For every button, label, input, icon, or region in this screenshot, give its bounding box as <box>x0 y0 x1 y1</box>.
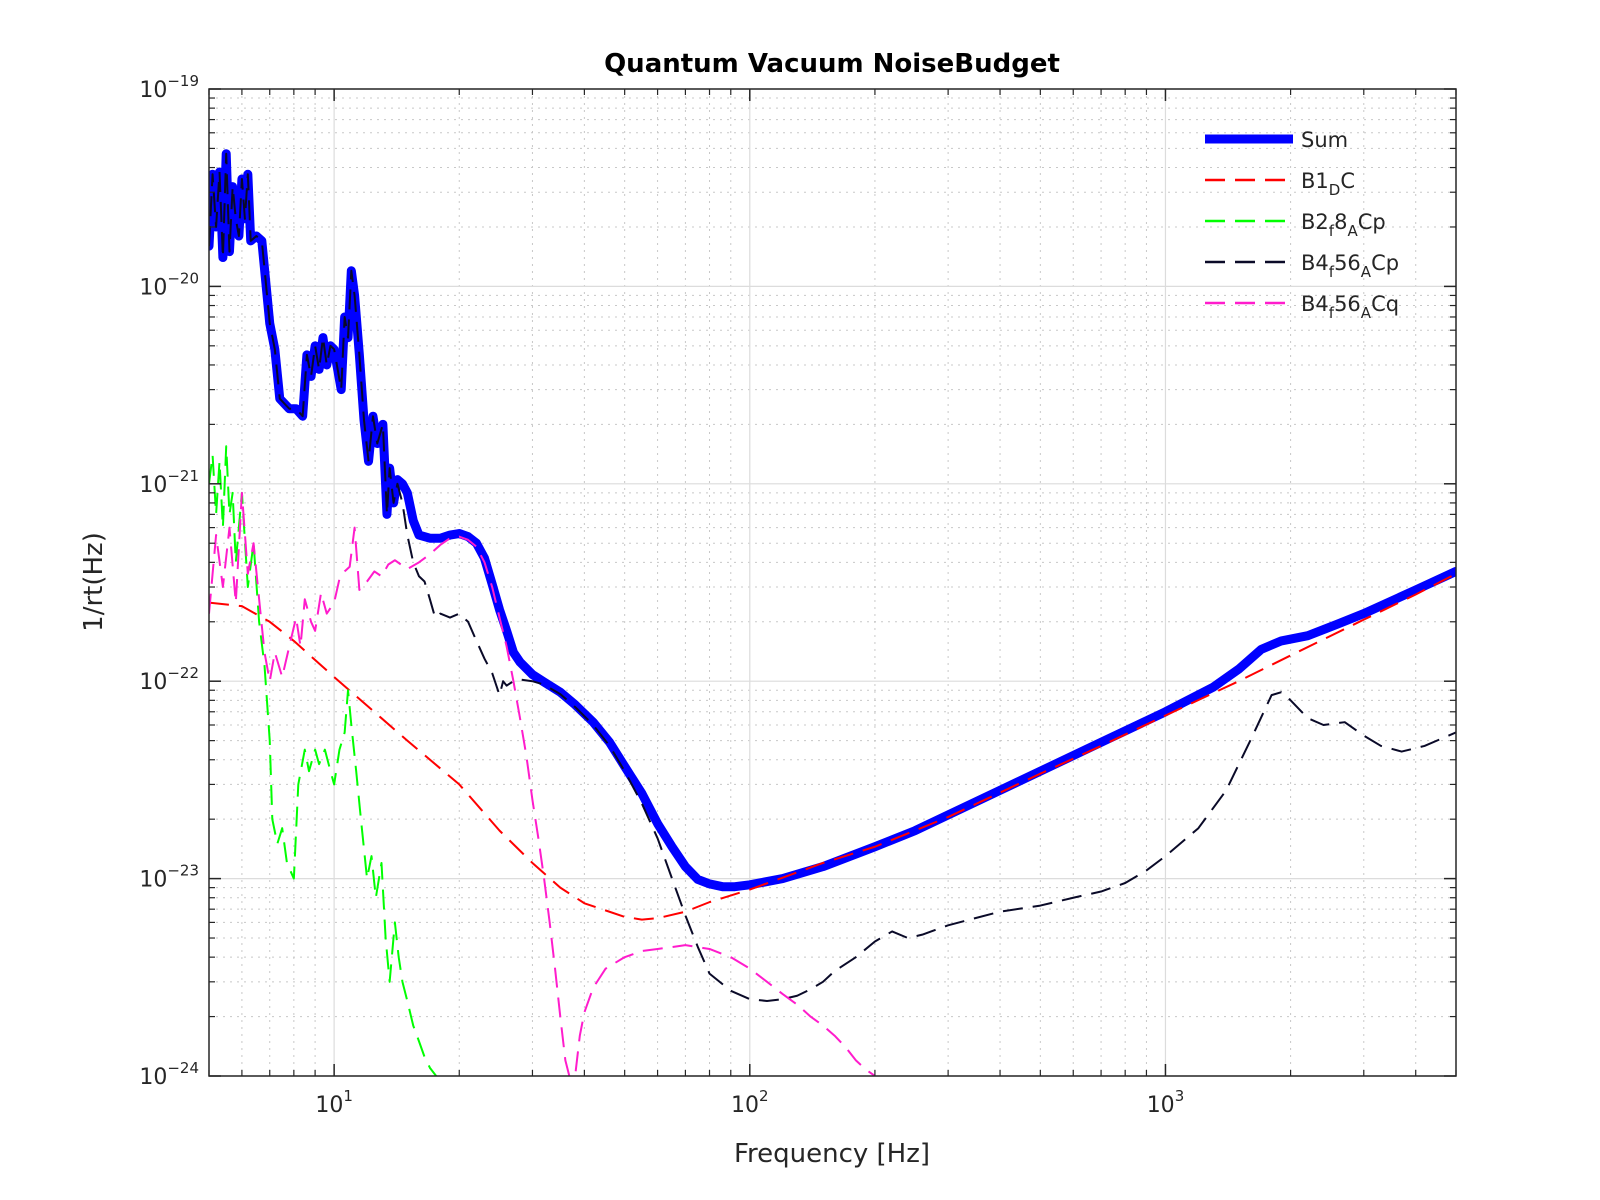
x-tick-label: 103 <box>1147 1087 1185 1118</box>
y-tick-labels: 10−24 10−23 10−22 10−21 10−20 10−19 <box>139 72 199 1090</box>
minor-grid <box>208 89 1457 1076</box>
legend: Sum B1DC B2f8ACp B4f56ACp B4f56ACq <box>1205 128 1399 322</box>
legend-label-2: B1DC <box>1301 169 1355 199</box>
plot-frame <box>208 88 1457 1077</box>
series-line-3 <box>209 445 437 1076</box>
x-axis-title: Frequency [Hz] <box>734 1139 930 1169</box>
legend-label-3: B2f8ACp <box>1301 210 1386 240</box>
series-line-2 <box>209 572 1456 921</box>
y-tick-label: 10−22 <box>139 664 199 695</box>
legend-label-4: B4f56ACp <box>1301 251 1399 281</box>
x-tick-label: 101 <box>315 1087 353 1118</box>
plot-area-background <box>209 89 1456 1076</box>
series-layer <box>209 149 1456 1076</box>
x-tick-label: 102 <box>731 1087 769 1118</box>
chart-title: Quantum Vacuum NoiseBudget <box>604 49 1060 79</box>
y-tick-label: 10−23 <box>139 862 199 893</box>
y-tick-label: 10−19 <box>139 72 199 103</box>
legend-label-5: B4f56ACq <box>1301 292 1399 322</box>
x-tick-labels: 101 102 103 <box>315 1087 1184 1118</box>
y-tick-label: 10−24 <box>139 1059 199 1090</box>
y-tick-label: 10−21 <box>139 467 199 498</box>
series-line-5 <box>209 491 876 1076</box>
y-tick-label: 10−20 <box>139 269 199 300</box>
legend-label-1: Sum <box>1301 128 1348 152</box>
y-axis-title: 1/rt(Hz) <box>79 532 109 632</box>
series-line-4 <box>209 152 1456 1002</box>
